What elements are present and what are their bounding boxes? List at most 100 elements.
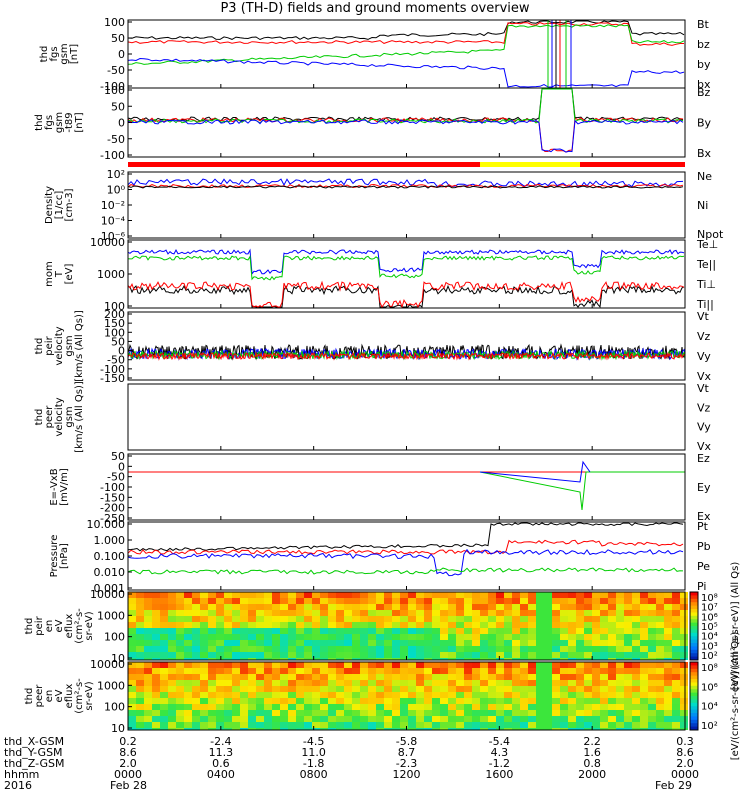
- spectrogram-cell: [232, 728, 240, 730]
- spectrogram-cell: [144, 716, 152, 722]
- spectrogram-cell: [312, 634, 320, 640]
- spectrogram-cell: [672, 634, 680, 640]
- spectrogram-cell: [600, 662, 608, 668]
- spectrogram-cell: [488, 616, 496, 622]
- spectrogram-cell: [320, 692, 328, 698]
- spectrogram-cell: [608, 716, 616, 722]
- spectrogram-cell: [624, 604, 632, 610]
- spectrogram-cell: [352, 692, 360, 698]
- spectrogram-cell: [200, 698, 208, 704]
- y-tick-label: 0: [118, 48, 125, 61]
- spectrogram-cell: [144, 704, 152, 710]
- spectrogram-cell: [488, 704, 496, 710]
- spectrogram-cell: [624, 728, 632, 730]
- vz-line: [127, 351, 686, 361]
- spectrogram-cell: [664, 622, 672, 628]
- legend-ez: Ez: [697, 452, 710, 465]
- spectrogram-cell: [616, 634, 624, 640]
- spectrogram-cell: [624, 646, 632, 652]
- legend-bx: bx: [697, 78, 711, 91]
- spectrogram-cell: [584, 658, 592, 660]
- spectrogram-cell: [464, 668, 472, 674]
- spectrogram-cell: [344, 646, 352, 652]
- spectrogram-cell: [680, 710, 688, 716]
- spectrogram-cell: [136, 698, 144, 704]
- spectrogram-cell: [632, 616, 640, 622]
- spectrogram-cell: [232, 710, 240, 716]
- spectrogram-cell: [168, 628, 176, 634]
- spectrogram-cell: [264, 640, 272, 646]
- spectrogram-cell: [576, 680, 584, 686]
- spectrogram-cell: [248, 674, 256, 680]
- spectrogram-cell: [544, 662, 552, 668]
- spectrogram-cell: [576, 704, 584, 710]
- spectrogram-cell: [192, 646, 200, 652]
- spectrogram-cell: [592, 592, 600, 598]
- ephem-label: 2016: [4, 779, 32, 792]
- spectrogram-cell: [536, 604, 544, 610]
- spectrogram-cell: [328, 616, 336, 622]
- y-tick-label: -250: [100, 512, 125, 525]
- spectrogram-cell: [552, 722, 560, 728]
- spectrogram-cell: [272, 692, 280, 698]
- spectrogram-cell: [344, 722, 352, 728]
- spectrogram-cell: [128, 662, 136, 668]
- spectrogram-cell: [216, 716, 224, 722]
- spectrogram-cell: [392, 722, 400, 728]
- spectrogram-cell: [592, 668, 600, 674]
- spectrogram-cell: [544, 686, 552, 692]
- spectrogram-cell: [176, 604, 184, 610]
- spectrogram-cell: [136, 710, 144, 716]
- spectrogram-cell: [176, 728, 184, 730]
- spectrogram-cell: [440, 662, 448, 668]
- spectrogram-cell: [368, 652, 376, 658]
- spectrogram-cell: [280, 722, 288, 728]
- spectrogram-cell: [576, 686, 584, 692]
- spectrogram-cell: [408, 692, 416, 698]
- spectrogram-cell: [632, 668, 640, 674]
- ephem-hhmm-value: 1200: [393, 768, 421, 781]
- spectrogram-cell: [528, 692, 536, 698]
- spectrogram-cell: [520, 680, 528, 686]
- spectrogram-cell: [640, 692, 648, 698]
- spectrogram-cell: [616, 692, 624, 698]
- spectrogram-cell: [152, 716, 160, 722]
- y-tick-label: 0: [118, 460, 125, 473]
- spectrogram-cell: [432, 640, 440, 646]
- spectrogram-cell: [248, 604, 256, 610]
- spectrogram-cell: [280, 674, 288, 680]
- spectrogram-cell: [672, 668, 680, 674]
- spectrogram-cell: [424, 592, 432, 598]
- spectrogram-cell: [584, 680, 592, 686]
- date-end: Feb 29: [655, 779, 692, 792]
- spectrogram-cell: [208, 628, 216, 634]
- spectrogram-cell: [472, 662, 480, 668]
- spectrogram-cell: [448, 662, 456, 668]
- spectrogram-cell: [568, 610, 576, 616]
- spectrogram-cell: [640, 616, 648, 622]
- spectrogram-cell: [240, 692, 248, 698]
- spectrogram-cell: [336, 622, 344, 628]
- legend-vy: Vy: [697, 421, 711, 434]
- spectrogram-cell: [544, 598, 552, 604]
- legend-bz: Bz: [697, 86, 711, 99]
- spectrogram-cell: [392, 728, 400, 730]
- spectrogram-cell: [568, 652, 576, 658]
- spectrogram-cell: [136, 680, 144, 686]
- spectrogram-cell: [200, 662, 208, 668]
- spectrogram-cell: [440, 640, 448, 646]
- spectrogram-cell: [328, 646, 336, 652]
- spectrogram-cell: [424, 652, 432, 658]
- y-axis-label: gsm: [54, 112, 65, 133]
- spectrogram-cell: [504, 668, 512, 674]
- spectrogram-cell: [472, 686, 480, 692]
- y-axis-label: sr-eV): [84, 611, 95, 640]
- spectrogram-cell: [400, 640, 408, 646]
- spectrogram-cell: [608, 652, 616, 658]
- y-axis-label: fgs: [49, 46, 60, 61]
- spectrogram-cell: [352, 616, 360, 622]
- spectrogram-cell: [128, 640, 136, 646]
- spectrogram-cell: [448, 604, 456, 610]
